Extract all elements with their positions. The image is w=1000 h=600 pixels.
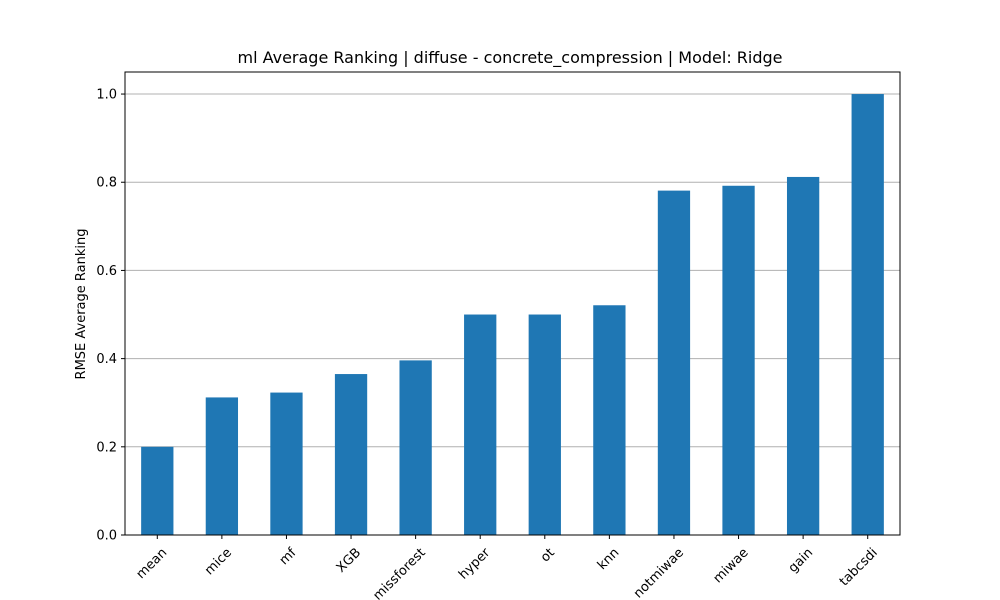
bar-hyper (464, 314, 497, 535)
bars (141, 94, 884, 536)
y-tick-label: 1.0 (96, 88, 117, 103)
axes-frame (124, 71, 901, 536)
bar-missforest (399, 360, 432, 535)
y-axis-label: RMSE Average Ranking (74, 229, 89, 380)
chart-title: ml Average Ranking | diffuse - concrete_… (237, 48, 782, 68)
bar-tabcsdi (851, 94, 884, 536)
bar-notmiwae (657, 190, 691, 535)
bar-miwae (722, 185, 755, 535)
bar-mean (141, 446, 174, 535)
bar-knn (593, 305, 626, 535)
bar-ot (528, 314, 561, 535)
y-tick-label: 0.6 (96, 264, 117, 279)
bar-mice (205, 397, 239, 535)
bar-XGB (334, 374, 368, 535)
y-tick-label: 0.4 (96, 352, 117, 367)
y-tick-label: 0.0 (96, 529, 117, 544)
bar-mf (270, 392, 303, 535)
y-tick-label: 0.2 (96, 440, 117, 455)
y-tick-label: 0.8 (96, 176, 117, 191)
bar-gain (786, 176, 820, 536)
axes (124, 71, 901, 536)
y-ticks: 0.0 0.2 0.4 0.6 0.8 1.0 (96, 88, 125, 544)
